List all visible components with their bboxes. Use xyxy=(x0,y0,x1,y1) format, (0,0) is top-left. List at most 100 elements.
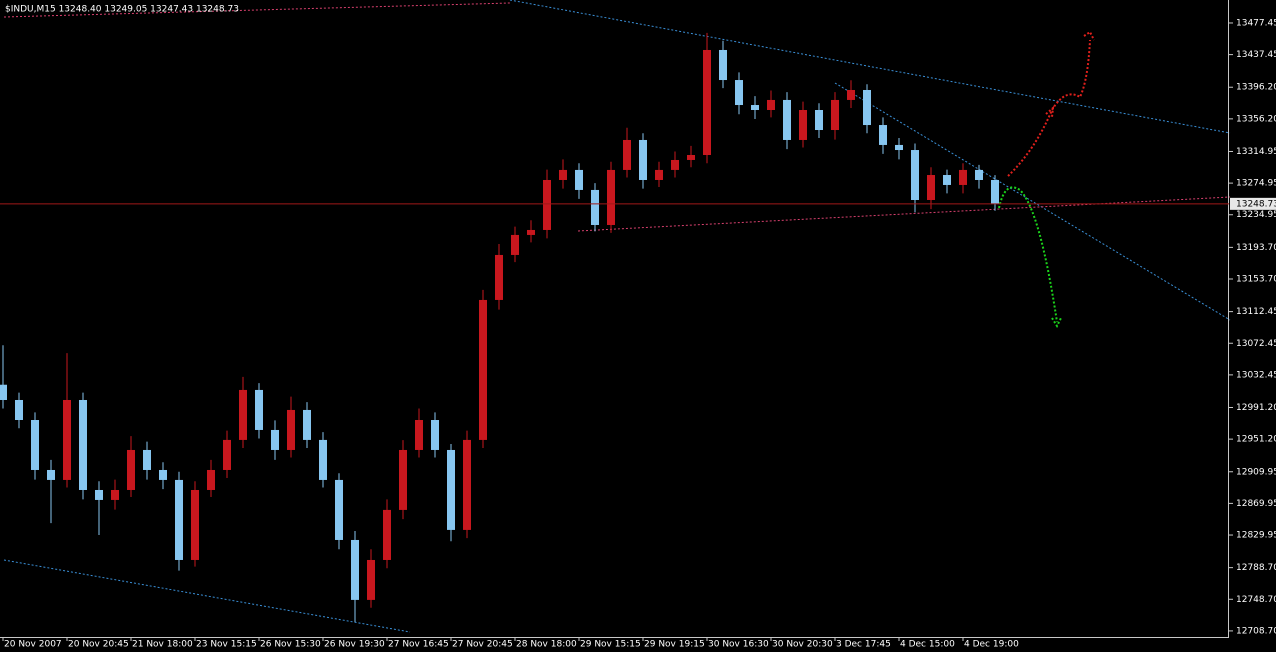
candle-body xyxy=(143,449,151,470)
trendline xyxy=(834,82,1231,321)
arrow-up xyxy=(1007,39,1091,177)
candle-body xyxy=(0,384,7,400)
trendline xyxy=(577,196,1231,232)
candle-body xyxy=(847,89,855,100)
candle-body xyxy=(15,399,23,421)
candle-body xyxy=(383,509,391,560)
candle-body xyxy=(831,99,839,131)
candle-body xyxy=(527,229,535,235)
y-tick-label: 13437.45 xyxy=(1236,50,1276,60)
x-tick-label: 26 Nov 15:30 xyxy=(260,640,321,650)
candle-body xyxy=(47,469,55,480)
y-tick-label: 13314.95 xyxy=(1236,147,1276,157)
trendlines xyxy=(3,0,1231,633)
candle-body xyxy=(63,399,71,480)
candle-body xyxy=(719,49,727,81)
candle-body xyxy=(399,449,407,510)
candle-body xyxy=(31,420,39,470)
candle-body xyxy=(207,469,215,490)
candle-body xyxy=(223,439,231,470)
candle-body xyxy=(175,479,183,560)
candle-body xyxy=(703,49,711,155)
candle-body xyxy=(159,469,167,480)
candle-body xyxy=(591,189,599,225)
candle-body xyxy=(511,234,519,255)
candle-body xyxy=(655,169,663,180)
y-tick-label: 12991.20 xyxy=(1236,403,1276,413)
price-label-bg xyxy=(1230,197,1276,210)
y-tick-label: 13356.20 xyxy=(1236,114,1276,124)
candle-body xyxy=(319,439,327,480)
x-tick-label: 26 Nov 19:30 xyxy=(324,640,385,650)
x-tick-label: 20 Nov 20:45 xyxy=(68,640,129,650)
candle-body xyxy=(895,144,903,151)
candle-body xyxy=(751,105,759,111)
x-tick-label: 21 Nov 18:00 xyxy=(132,640,193,650)
candle-body xyxy=(943,175,951,185)
candle-body xyxy=(783,99,791,140)
candle-body xyxy=(351,539,359,600)
y-tick-label: 12951.20 xyxy=(1236,435,1276,445)
x-tick-label: 4 Dec 19:00 xyxy=(964,640,1019,650)
y-tick-label: 13072.45 xyxy=(1236,339,1276,349)
candle-body xyxy=(959,169,967,185)
arrowhead xyxy=(1045,105,1055,118)
candle-body xyxy=(543,179,551,230)
x-tick-label: 30 Nov 20:30 xyxy=(772,640,833,650)
y-tick-label: 13396.20 xyxy=(1236,83,1276,93)
candle-body xyxy=(975,169,983,180)
candle-body xyxy=(991,179,999,204)
candle-body xyxy=(495,254,503,300)
candle-body xyxy=(287,409,295,450)
candle-body xyxy=(431,420,439,450)
y-tick-label: 13477.45 xyxy=(1236,18,1276,28)
x-tick-label: 27 Nov 20:45 xyxy=(452,640,513,650)
candle-body xyxy=(415,420,423,450)
candle-body xyxy=(335,479,343,540)
candle-body xyxy=(239,389,247,440)
candle-body xyxy=(575,169,583,190)
candle-body xyxy=(623,139,631,170)
candle-body xyxy=(447,449,455,530)
x-tick-label: 20 Nov 2007 xyxy=(4,640,62,650)
arrowhead xyxy=(1051,317,1062,329)
candle-body xyxy=(927,175,935,200)
candle-body xyxy=(463,439,471,530)
x-tick-label: 23 Nov 15:15 xyxy=(196,640,257,650)
price-label: 13248.73 xyxy=(1236,199,1276,209)
arrow-down xyxy=(998,186,1058,323)
candle-body xyxy=(671,159,679,170)
candle-body xyxy=(271,429,279,450)
candle-body xyxy=(127,449,135,490)
y-tick-label: 13274.95 xyxy=(1236,179,1276,189)
y-tick-label: 13153.70 xyxy=(1236,274,1276,284)
y-tick-label: 12708.70 xyxy=(1236,626,1276,636)
candle-body xyxy=(191,489,199,560)
candle-body xyxy=(111,489,119,500)
candle-body xyxy=(79,399,87,490)
y-tick-label: 12829.95 xyxy=(1236,531,1276,541)
y-tick-label: 13112.45 xyxy=(1236,307,1276,317)
candle-body xyxy=(879,125,887,145)
candle-body xyxy=(303,409,311,440)
candle-body xyxy=(687,154,695,160)
forecast-arrows xyxy=(998,30,1095,329)
candle-body xyxy=(815,110,823,131)
x-tick-label: 3 Dec 17:45 xyxy=(836,640,891,650)
candle-body xyxy=(559,169,567,180)
candle-body xyxy=(95,489,103,500)
y-tick-label: 12748.70 xyxy=(1236,595,1276,605)
candle-body xyxy=(911,150,919,200)
y-tick-label: 13234.95 xyxy=(1236,210,1276,220)
y-tick-label: 12869.95 xyxy=(1236,499,1276,509)
y-tick-label: 12909.95 xyxy=(1236,467,1276,477)
candle-body xyxy=(799,110,807,140)
x-tick-label: 28 Nov 18:00 xyxy=(516,640,577,650)
x-tick-label: 29 Nov 15:15 xyxy=(580,640,641,650)
x-tick-label: 29 Nov 19:15 xyxy=(644,640,705,650)
candle-body xyxy=(735,80,743,106)
candle-body xyxy=(479,299,487,440)
x-tick-label: 4 Dec 15:00 xyxy=(900,640,955,650)
